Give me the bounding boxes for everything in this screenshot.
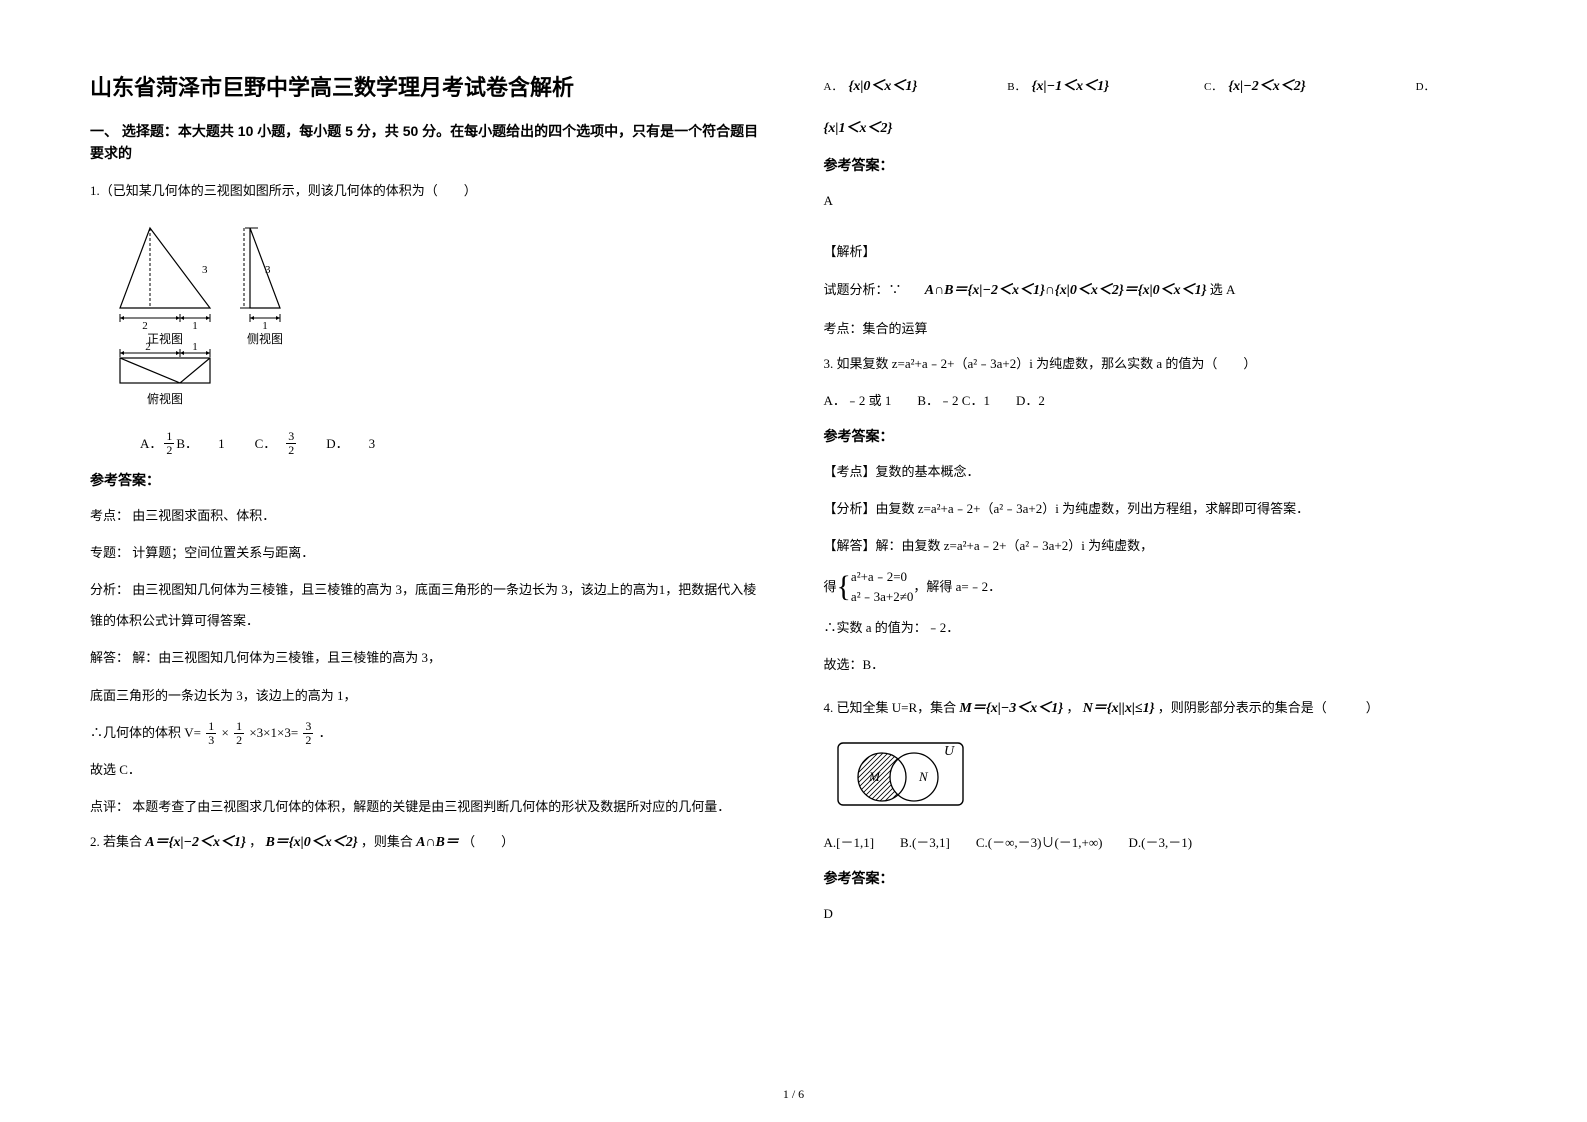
q1-a5: 底面三角形的一条边长为 3，该边上的高为 1，: [90, 680, 764, 711]
q2-an-prefix: 试题分析：∵: [824, 282, 902, 297]
q2-options-row1: A． {x|0＜x＜1} B． {x|−1＜x＜1} C． {x|−2＜x＜2}…: [824, 70, 1498, 104]
q1-a4: 解答： 解：由三视图知几何体为三棱锥，且三棱锥的高为 3，: [90, 642, 764, 673]
q2-an-suffix: 选 A: [1210, 282, 1236, 297]
q1-a2: 专题： 计算题；空间位置关系与距离．: [90, 537, 764, 568]
frac-1-3: 13: [206, 720, 216, 747]
svg-text:2: 2: [142, 320, 148, 332]
left-column: 山东省菏泽市巨野中学高三数学理月考试卷含解析 一、 选择题：本大题共 10 小题…: [90, 70, 764, 935]
q4-options: A.[－1,1] B.(－3,1] C.(－∞,－3)∪(－1,+∞) D.(－…: [824, 829, 1498, 858]
q2-set-op: A∩B＝: [416, 835, 459, 850]
q2-answer-label: 参考答案：: [824, 155, 1498, 175]
svg-text:正视图: 正视图: [147, 331, 183, 346]
q3-answer-label: 参考答案：: [824, 426, 1498, 446]
q3-a5: ∴实数 a 的值为：﹣2．: [824, 612, 1498, 643]
q1-a7: 故选 C．: [90, 754, 764, 785]
q1-option-A-value: 12: [164, 430, 174, 457]
q2-opt-B-val: {x|−1＜x＜1}: [1032, 70, 1109, 104]
q4-prefix: 4. 已知全集 U=R，集合: [824, 700, 957, 715]
q1-option-C-value: 32: [286, 430, 296, 457]
q2-option-D-label: D．: [1416, 74, 1441, 100]
q2-prefix: 2. 若集合: [90, 834, 142, 849]
svg-text:俯视图: 俯视图: [147, 391, 183, 406]
q3-a4-suffix: ，解得 a=﹣2．: [913, 571, 1001, 602]
q1-a6-mid: ×: [221, 725, 228, 740]
q1-option-B-label: B．: [176, 428, 198, 459]
q1-a8: 点评： 本题考查了由三视图求几何体的体积，解题的关键是由三视图判断几何体的形状及…: [90, 791, 764, 822]
svg-text:M: M: [868, 769, 881, 784]
q1-option-B-value: 1: [218, 428, 225, 459]
q1-a6-suffix: ．: [319, 725, 332, 740]
q1-option-C-label: C．: [255, 428, 277, 459]
q4-set-N: N＝{x||x|≤1}: [1083, 701, 1155, 716]
q2-option-B: B． {x|−1＜x＜1}: [1007, 70, 1109, 104]
q1-a1: 考点： 由三视图求面积、体积．: [90, 500, 764, 531]
q1-a6-prefix: ∴几何体的体积 V=: [90, 725, 201, 740]
q1-option-D-label: D．: [326, 428, 348, 459]
q3-a6: 故选：B．: [824, 649, 1498, 680]
q3-cases: { a²+a﹣2=0 a²﹣3a+2≠0: [837, 567, 914, 606]
q1-three-views-diagram: 2 1 正视图 3: [110, 213, 764, 418]
svg-text:N: N: [918, 769, 929, 784]
svg-text:1: 1: [192, 320, 198, 332]
q2-analysis-label: 【解析】: [824, 236, 1498, 267]
frac-1-2: 12: [234, 720, 244, 747]
svg-text:侧视图: 侧视图: [247, 331, 283, 346]
svg-text:3: 3: [202, 264, 208, 276]
q3-case1: a²+a﹣2=0: [851, 567, 913, 587]
q3-case2: a²﹣3a+2≠0: [851, 587, 913, 607]
q3-a2: 【分析】由复数 z=a²+a﹣2+（a²﹣3a+2）i 为纯虚数，列出方程组，求…: [824, 493, 1498, 524]
q2-end: （ ）: [462, 834, 514, 849]
q1-volume-line: ∴几何体的体积 V= 13 × 12 ×3×1×3= 32 ．: [90, 717, 764, 748]
q2-opt-D-val: {x|1＜x＜2}: [824, 112, 893, 146]
q2-suffix: ，则集合: [361, 834, 413, 849]
q2-opt-C-val: {x|−2＜x＜2}: [1228, 70, 1305, 104]
frac-3-2: 32: [303, 720, 313, 747]
exam-title: 山东省菏泽市巨野中学高三数学理月考试卷含解析: [90, 70, 764, 102]
q1-option-A-label: A．: [140, 428, 162, 459]
q2-an-expr: A∩B＝{x|−2＜x＜1}∩{x|0＜x＜2}＝{x|0＜x＜1}: [925, 283, 1207, 298]
q1-options: A． 12 B． 1 C． 32 D． 3: [140, 428, 764, 459]
q2-topic: 考点：集合的运算: [824, 313, 1498, 344]
right-column: A． {x|0＜x＜1} B． {x|−1＜x＜1} C． {x|−2＜x＜2}…: [824, 70, 1498, 935]
q2-stem: 2. 若集合 A＝{x|−2＜x＜1} ， B＝{x|0＜x＜2} ，则集合 A…: [90, 828, 764, 859]
q4-suffix: ，则阴影部分表示的集合是（ ）: [1158, 700, 1379, 715]
q2-opt-A-val: {x|0＜x＜1}: [848, 70, 917, 104]
svg-text:3: 3: [265, 264, 271, 276]
svg-text:2: 2: [145, 341, 151, 353]
q2-set-A: A＝{x|−2＜x＜1}: [145, 835, 246, 850]
q4-stem: 4. 已知全集 U=R，集合 M＝{x|−3＜x＜1} ， N＝{x||x|≤1…: [824, 694, 1498, 725]
svg-text:1: 1: [262, 320, 268, 332]
q1-text: 1.（已知某几何体的三视图如图所示，则该几何体的体积为（ ）: [90, 177, 764, 206]
q1-a6-mid2: ×3×1×3=: [249, 725, 298, 740]
q3-a3: 【解答】解：由复数 z=a²+a﹣2+（a²﹣3a+2）i 为纯虚数，: [824, 530, 1498, 561]
q2-options-row2: {x|1＜x＜2}: [824, 112, 1498, 146]
q2-mid: ，: [249, 834, 262, 849]
q3-options: A．﹣2 或 1 B．﹣2 C．1 D．2: [824, 387, 1498, 416]
q3-cases-line: 得 { a²+a﹣2=0 a²﹣3a+2≠0 ，解得 a=﹣2．: [824, 567, 1498, 606]
q1-answer-label: 参考答案：: [90, 470, 764, 490]
q4-answer-label: 参考答案：: [824, 868, 1498, 888]
q4-venn-diagram: U M N: [834, 737, 1498, 817]
page-number: 1 / 6: [783, 1087, 804, 1102]
q3-a1: 【考点】复数的基本概念．: [824, 456, 1498, 487]
q3-text: 3. 如果复数 z=a²+a﹣2+（a²﹣3a+2）i 为纯虚数，那么实数 a …: [824, 350, 1498, 379]
section-1-header: 一、 选择题：本大题共 10 小题，每小题 5 分，共 50 分。在每小题给出的…: [90, 120, 764, 165]
q2-set-B: B＝{x|0＜x＜2}: [265, 835, 357, 850]
svg-text:U: U: [944, 744, 955, 759]
q2-option-A: A． {x|0＜x＜1}: [824, 70, 918, 104]
q2-answer: A: [824, 185, 1498, 216]
q4-answer: D: [824, 898, 1498, 929]
q1-a3: 分析： 由三视图知几何体为三棱锥，且三棱锥的高为 3，底面三角形的一条边长为 3…: [90, 574, 764, 636]
svg-text:1: 1: [192, 341, 198, 353]
q2-option-C: C． {x|−2＜x＜2}: [1204, 70, 1306, 104]
q2-analysis-line: 试题分析：∵ A∩B＝{x|−2＜x＜1}∩{x|0＜x＜2}＝{x|0＜x＜1…: [824, 274, 1498, 308]
q1-option-D-value: 3: [369, 428, 376, 459]
q3-a4-prefix: 得: [824, 571, 837, 602]
q4-set-M: M＝{x|−3＜x＜1}: [959, 701, 1063, 716]
q4-mid1: ，: [1066, 700, 1079, 715]
